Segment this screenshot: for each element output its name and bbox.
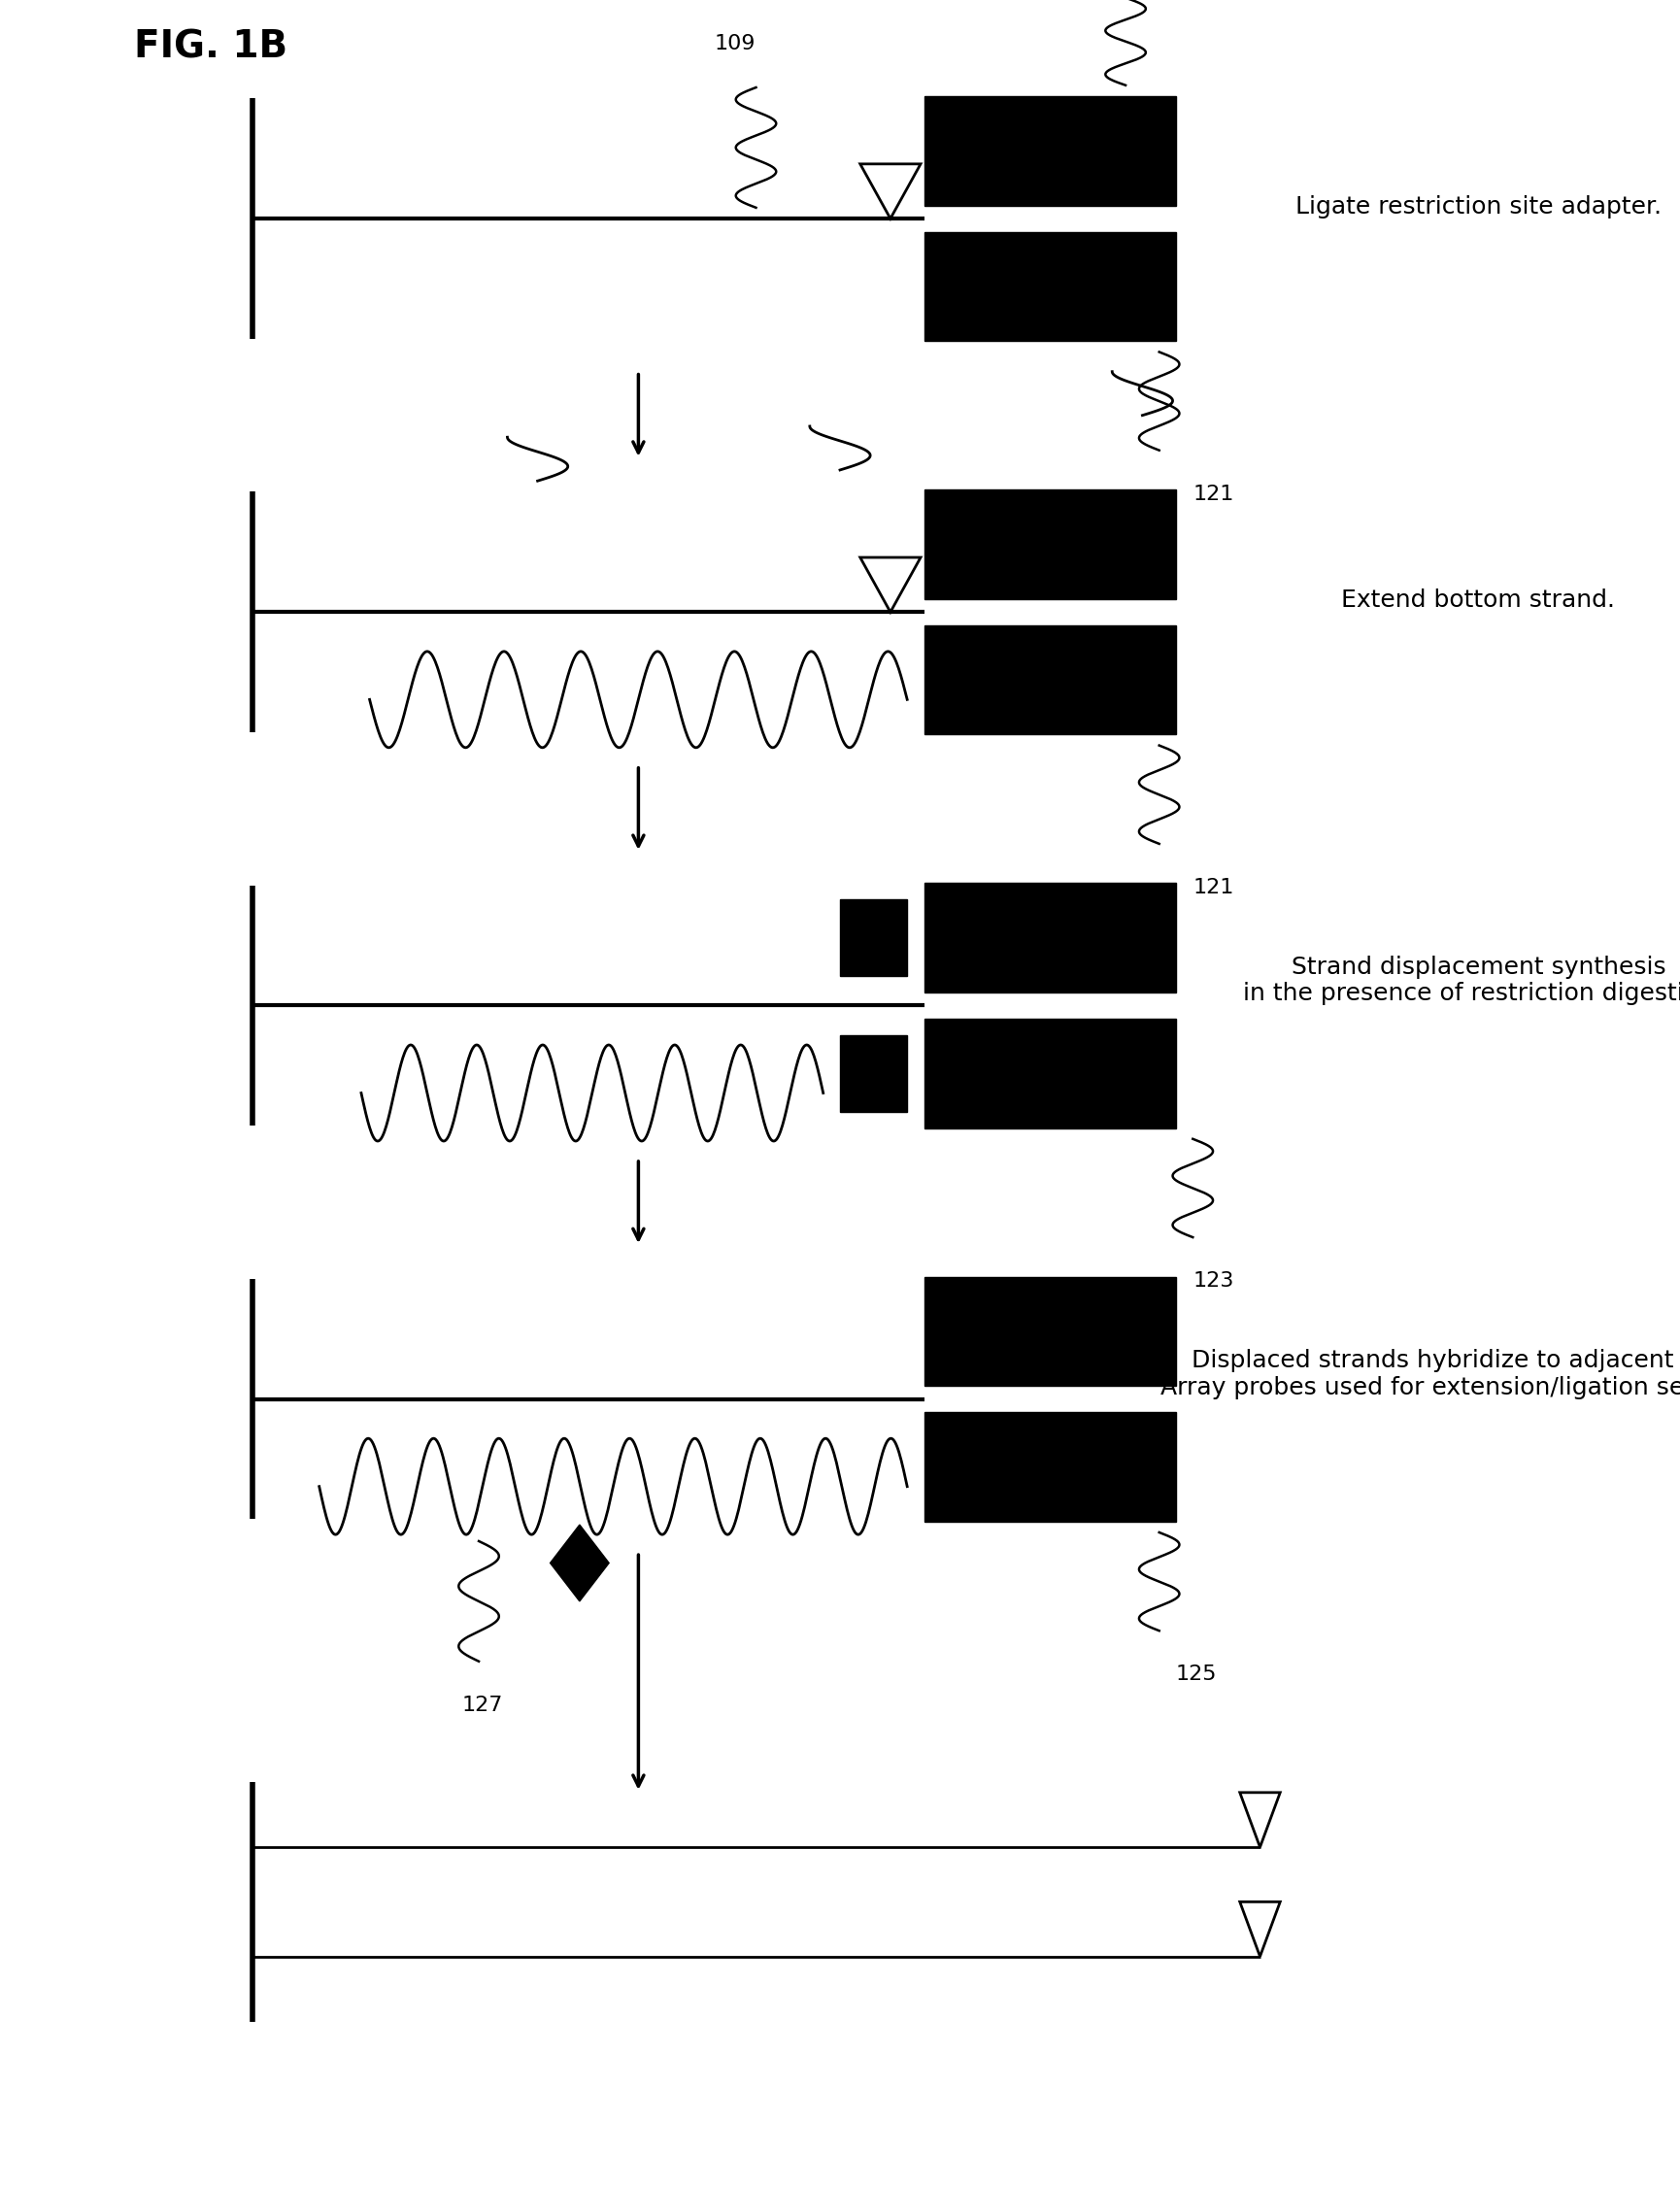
Bar	[840, 1036, 907, 1113]
Text: 127: 127	[462, 1696, 502, 1714]
Bar	[924, 883, 1176, 992]
Bar	[924, 1019, 1176, 1128]
Text: Strand displacement synthesis
in the presence of restriction digestion: Strand displacement synthesis in the pre…	[1243, 955, 1680, 1006]
Text: 125: 125	[1176, 1666, 1218, 1683]
Text: 123: 123	[1193, 1272, 1233, 1290]
Bar	[924, 490, 1176, 599]
Bar	[924, 625, 1176, 734]
Text: Ligate restriction site adapter.: Ligate restriction site adapter.	[1295, 195, 1662, 219]
Bar	[840, 901, 907, 975]
Polygon shape	[549, 1526, 610, 1600]
Text: 109: 109	[714, 35, 756, 52]
Text: 121: 121	[1193, 485, 1233, 503]
Bar	[924, 232, 1176, 341]
Text: Displaced strands hybridize to adjacent probes
Array probes used for extension/l: Displaced strands hybridize to adjacent …	[1161, 1349, 1680, 1399]
Text: Extend bottom strand.: Extend bottom strand.	[1341, 588, 1616, 612]
Bar	[924, 1412, 1176, 1521]
Bar	[924, 96, 1176, 205]
Bar	[924, 1277, 1176, 1386]
Text: FIG. 1B: FIG. 1B	[134, 28, 287, 66]
Text: 121: 121	[1193, 879, 1233, 896]
